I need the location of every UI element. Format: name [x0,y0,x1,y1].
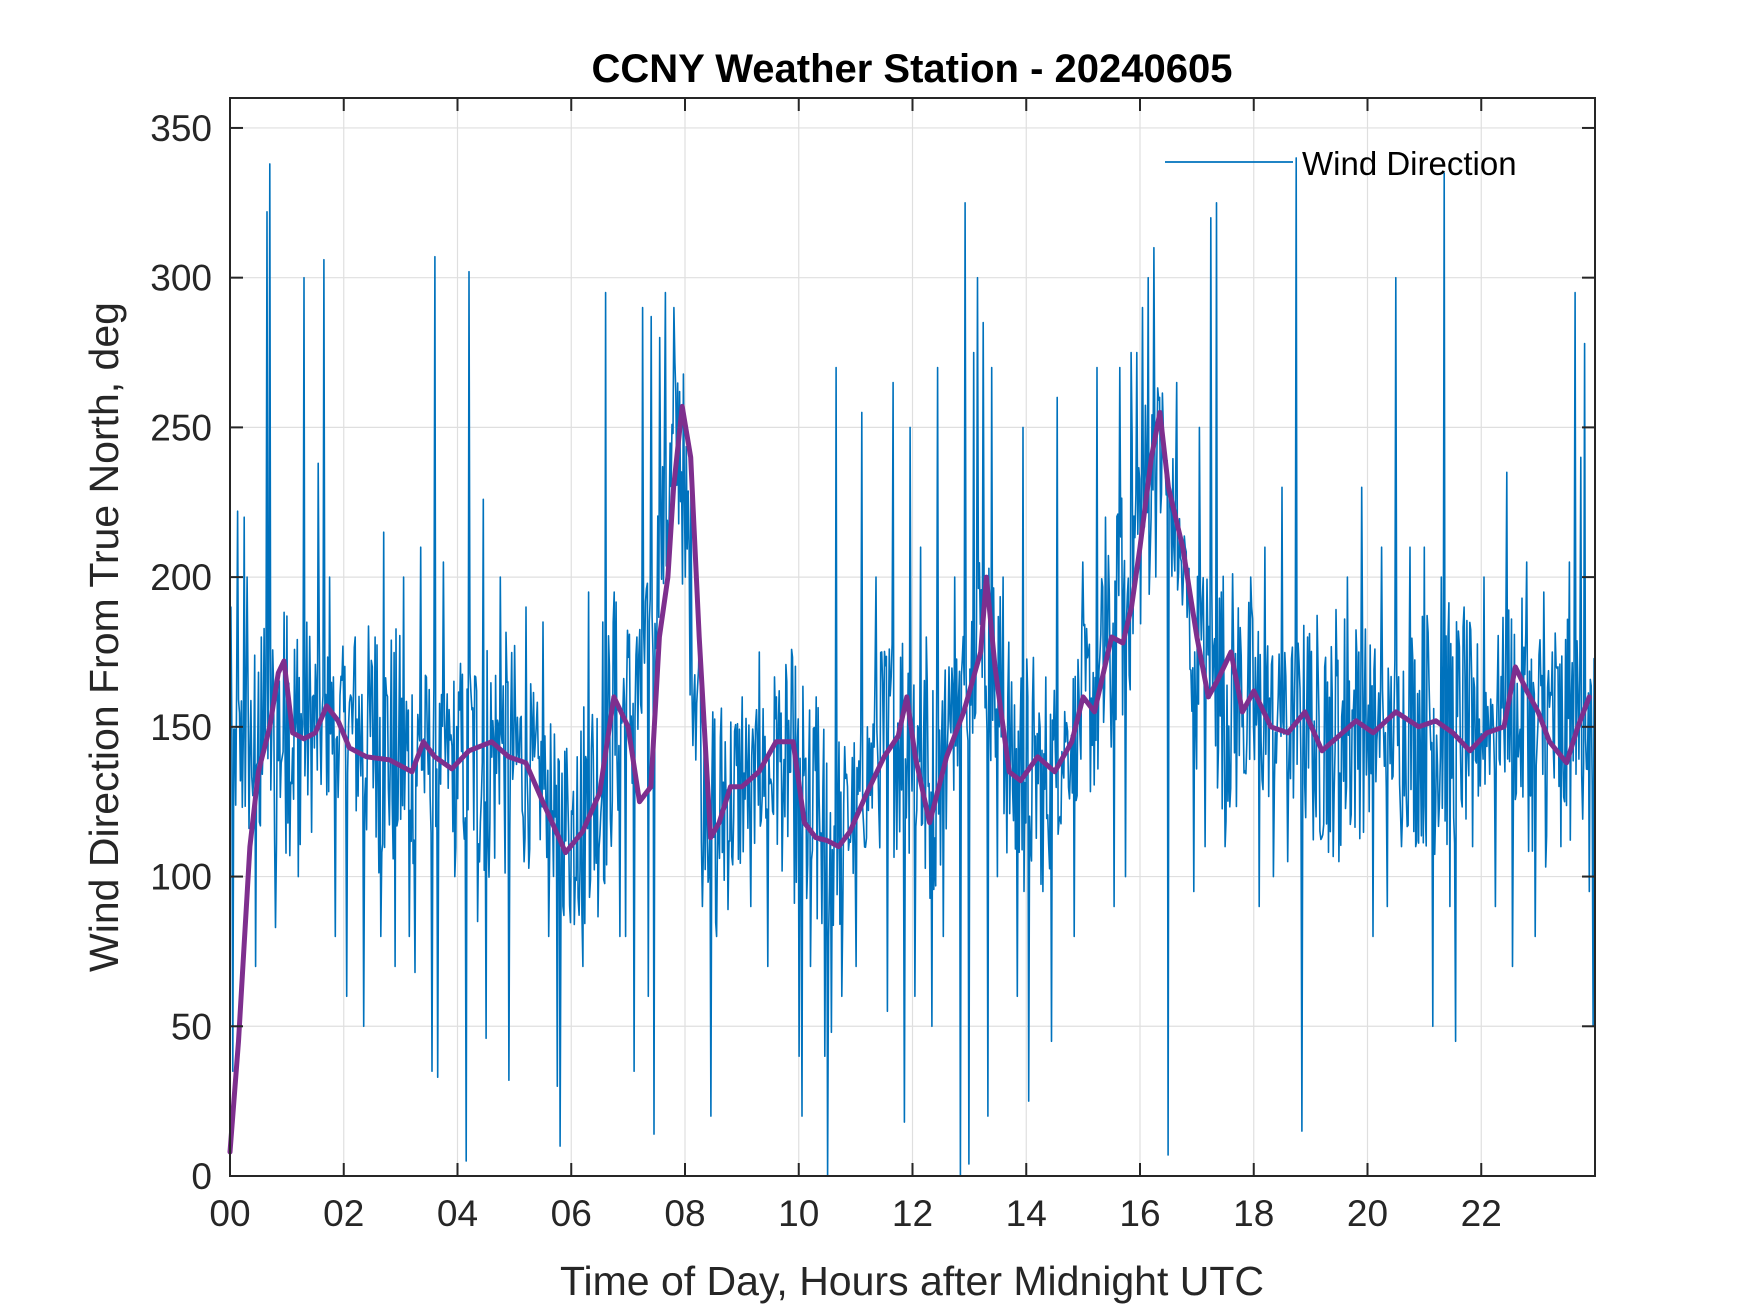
x-tick-label: 06 [551,1193,592,1234]
y-tick-label: 50 [171,1006,212,1047]
series-smoothed-wind-direction [227,403,1592,1155]
y-tick-labels: 0 50 100 150 200 250 300 350 [150,108,212,1197]
y-tick-label: 200 [150,557,212,598]
chart-title: CCNY Weather Station - 20240605 [592,47,1233,91]
legend-entry-wind-direction: Wind Direction [1302,145,1517,182]
x-tick-labels: 00 02 04 06 08 10 12 14 16 18 20 22 [209,1193,1501,1234]
x-tick-label: 12 [892,1193,933,1234]
y-tick-label: 150 [150,707,212,748]
x-axis-label: Time of Day, Hours after Midnight UTC [560,1258,1264,1304]
x-tick-label: 22 [1461,1193,1502,1234]
smoothed-wind-direction-line [227,403,1592,1155]
x-tick-label: 16 [1119,1193,1160,1234]
x-tick-label: 00 [209,1193,250,1234]
x-tick-label: 14 [1006,1193,1047,1234]
legend: Wind Direction [1165,145,1517,182]
y-tick-label: 300 [150,258,212,299]
y-tick-label: 350 [150,108,212,149]
x-tick-label: 02 [323,1193,364,1234]
x-tick-label: 08 [664,1193,705,1234]
y-axis-label: Wind Direction From True North, deg [81,302,127,972]
x-tick-label: 04 [437,1193,478,1234]
y-tick-label: 250 [150,407,212,448]
x-tick-label: 10 [778,1193,819,1234]
x-tick-label: 18 [1233,1193,1274,1234]
y-tick-label: 0 [191,1156,212,1197]
series-wind-direction [229,157,1596,1177]
wind-direction-line [229,157,1596,1177]
y-tick-label: 100 [150,857,212,898]
axis-ticks [229,98,1595,1177]
x-tick-label: 20 [1347,1193,1388,1234]
